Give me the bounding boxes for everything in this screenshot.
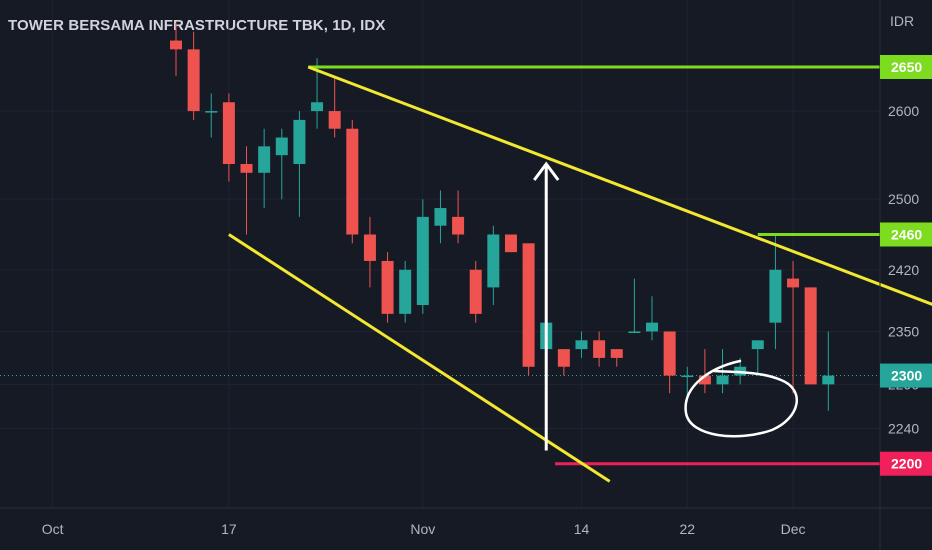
candle-body	[822, 375, 835, 385]
candle	[222, 93, 235, 182]
trend-line	[307, 65, 932, 306]
y-tick-label: 2420	[888, 262, 919, 278]
candle	[346, 119, 359, 244]
x-tick-label: Oct	[42, 521, 64, 537]
candle-body	[363, 234, 376, 261]
candle	[593, 331, 606, 367]
candle	[275, 128, 288, 200]
candle-body	[187, 49, 200, 112]
candle-body	[416, 216, 429, 306]
candle-body	[522, 243, 535, 367]
candle-body	[381, 260, 394, 314]
measure-arrow-head	[533, 161, 560, 181]
candle-body	[610, 349, 623, 358]
candle-body	[434, 208, 447, 226]
candle-body	[258, 146, 271, 173]
candle-body	[787, 278, 800, 288]
candle	[187, 31, 200, 120]
candle	[487, 225, 500, 306]
candle-body	[751, 340, 764, 350]
candle-body	[293, 119, 306, 164]
candle	[769, 234, 782, 350]
last-price-tag-label: 2300	[891, 368, 922, 384]
x-tick-label: 14	[574, 521, 590, 537]
candle	[452, 190, 465, 244]
candle-body	[646, 322, 659, 332]
candle-body	[575, 340, 588, 350]
level-2460-tag	[880, 222, 932, 247]
x-tick-label: Dec	[781, 521, 806, 537]
y-tick-label: 2240	[888, 420, 919, 436]
candle	[698, 349, 711, 394]
candle	[628, 278, 641, 333]
freehand-circle	[684, 359, 798, 438]
candle	[522, 243, 535, 376]
candle-body	[170, 40, 182, 50]
candle-body	[205, 111, 218, 113]
candle-body	[469, 269, 482, 314]
candle	[804, 287, 817, 385]
candle	[557, 349, 570, 376]
chart-grid	[0, 0, 880, 508]
candle	[240, 146, 253, 235]
candle-body	[328, 111, 341, 129]
candle-body	[557, 349, 570, 367]
candle-body	[593, 340, 606, 358]
candle	[205, 93, 218, 138]
candle	[787, 260, 800, 394]
candle-body	[504, 234, 517, 253]
candle	[381, 252, 394, 323]
candle	[434, 190, 447, 244]
price-axis: IDR2600250024202350229022402650246022002…	[879, 0, 932, 550]
drawings	[228, 65, 932, 483]
candle-body	[452, 216, 465, 235]
chart-title: TOWER BERSAMA INFRASTRUCTURE TBK, 1D, ID…	[8, 17, 386, 34]
level-2650-tag-label: 2650	[891, 59, 922, 75]
candle	[399, 260, 412, 323]
candle	[822, 331, 835, 411]
currency-label: IDR	[890, 13, 914, 29]
candle	[258, 128, 271, 209]
candle-body	[804, 287, 817, 385]
candle	[751, 340, 764, 376]
candle	[293, 111, 306, 217]
x-tick-label: Nov	[410, 521, 435, 537]
y-tick-label: 2500	[888, 191, 919, 207]
candle	[469, 260, 482, 323]
candle-body	[681, 375, 694, 378]
candle	[328, 75, 341, 138]
candle-body	[240, 163, 253, 173]
candle-body	[222, 102, 235, 164]
candle	[663, 331, 676, 394]
candle-body	[275, 137, 288, 156]
x-tick-label: 17	[221, 521, 237, 537]
level-2460-tag-label: 2460	[891, 227, 922, 243]
last-price-tag	[880, 363, 932, 388]
candle	[363, 216, 376, 288]
candle	[646, 296, 659, 341]
candle-body	[716, 375, 729, 385]
candle-body	[698, 375, 711, 385]
time-axis: Oct 17 Nov 14 22 Dec	[0, 507, 932, 537]
candle	[170, 22, 182, 76]
candle	[416, 199, 429, 314]
level-2200-tag	[880, 451, 932, 476]
candle-body	[628, 331, 641, 333]
candle-body	[346, 128, 359, 235]
x-tick-label: 22	[679, 521, 695, 537]
candle-body	[769, 269, 782, 323]
candle	[610, 349, 623, 367]
y-tick-label: 2600	[888, 103, 919, 119]
candle	[504, 234, 517, 253]
level-2650-tag	[880, 55, 932, 79]
y-tick-label: 2350	[888, 323, 919, 339]
candles	[170, 22, 835, 411]
candle-body	[311, 102, 324, 112]
candle-body	[663, 331, 676, 376]
level-2200-tag-label: 2200	[891, 456, 922, 472]
candle-body	[487, 234, 500, 288]
candle-body	[399, 269, 412, 314]
candle	[575, 331, 588, 358]
